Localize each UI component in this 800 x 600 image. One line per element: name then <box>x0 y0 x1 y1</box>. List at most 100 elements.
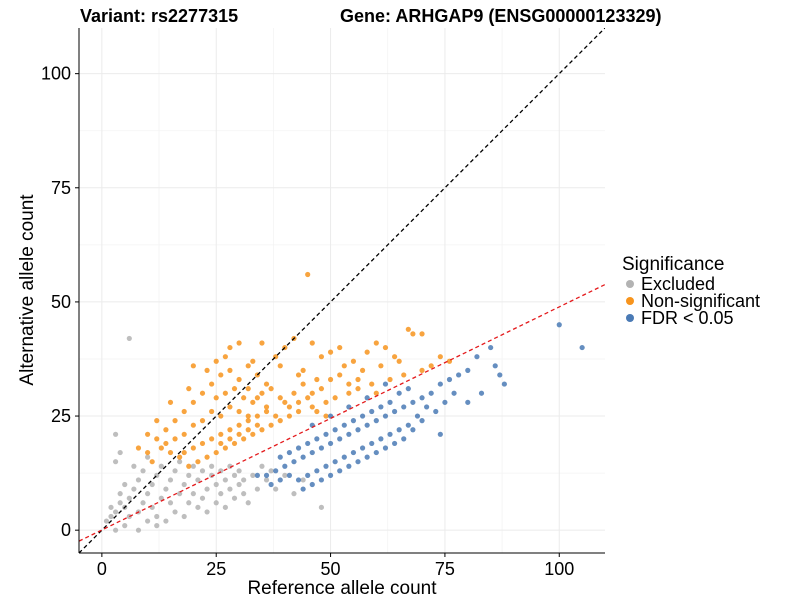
data-point <box>419 367 425 373</box>
data-point <box>323 413 329 419</box>
data-point <box>213 481 219 488</box>
data-point <box>300 367 306 373</box>
data-point <box>286 413 292 419</box>
data-point <box>300 381 306 387</box>
x-axis-title: Reference allele count <box>247 578 437 599</box>
data-point <box>112 459 119 465</box>
data-point <box>167 500 174 506</box>
data-point <box>222 504 228 510</box>
data-point <box>405 422 411 428</box>
data-point <box>135 445 142 451</box>
legend-label: FDR < 0.05 <box>641 308 734 328</box>
data-point <box>291 459 297 465</box>
data-point <box>122 481 128 488</box>
data-point <box>177 491 183 497</box>
data-point <box>291 491 297 497</box>
data-point <box>186 472 192 478</box>
data-point <box>364 395 370 401</box>
data-point <box>373 340 379 346</box>
data-point <box>245 500 251 506</box>
data-point <box>396 390 402 396</box>
x-tick-label: 0 <box>97 559 107 579</box>
data-point <box>236 422 242 428</box>
data-point <box>241 491 247 497</box>
axes: 0 25 50 75 100 0 25 50 75 100 <box>41 28 605 579</box>
data-point <box>314 376 320 383</box>
data-point <box>204 509 210 515</box>
data-point <box>112 509 119 515</box>
data-point <box>410 427 416 433</box>
data-point <box>236 376 242 383</box>
data-point <box>456 372 462 378</box>
data-point <box>364 422 370 428</box>
data-point <box>222 477 228 483</box>
data-point <box>355 386 361 392</box>
data-point <box>414 413 421 419</box>
data-point <box>250 399 256 405</box>
data-point <box>163 518 169 524</box>
data-point <box>350 358 357 364</box>
legend-label: Excluded <box>641 274 715 294</box>
data-point <box>236 408 242 415</box>
data-point <box>103 518 110 524</box>
data-point <box>327 376 334 383</box>
title-variant: Variant: rs2277315 <box>80 6 238 26</box>
data-point <box>268 386 274 392</box>
data-point <box>387 431 393 437</box>
data-point <box>145 491 151 497</box>
data-point <box>314 468 320 474</box>
data-point <box>227 427 233 433</box>
data-point <box>332 395 338 401</box>
data-point <box>277 418 283 424</box>
data-point <box>259 427 265 433</box>
data-point <box>177 459 183 465</box>
legend-label: Non-significant <box>641 291 760 311</box>
data-point <box>199 468 206 474</box>
data-point <box>355 459 361 465</box>
data-point <box>254 472 260 478</box>
data-point <box>392 354 398 360</box>
data-point <box>277 477 283 483</box>
data-point <box>154 418 160 424</box>
data-point <box>295 445 302 451</box>
data-point <box>245 413 251 419</box>
data-point <box>227 404 233 410</box>
data-point <box>273 413 279 419</box>
data-point <box>314 436 320 442</box>
data-point <box>488 344 494 351</box>
y-tick-label: 50 <box>51 292 71 312</box>
data-point <box>309 390 315 396</box>
data-point <box>131 486 137 492</box>
data-point <box>140 500 146 506</box>
data-point <box>295 477 302 483</box>
data-point <box>428 390 434 396</box>
data-point <box>199 390 206 396</box>
data-point <box>236 340 242 346</box>
data-point <box>305 271 311 278</box>
data-point <box>346 381 352 387</box>
y-tick-label: 75 <box>51 178 71 198</box>
data-point <box>181 449 187 456</box>
series-fdr-0-05 <box>254 322 585 492</box>
y-tick-label: 0 <box>61 520 71 540</box>
data-point <box>277 363 283 369</box>
data-point <box>254 422 260 428</box>
data-point <box>378 363 384 369</box>
data-point <box>158 463 164 469</box>
data-point <box>154 436 160 442</box>
series-excluded <box>103 335 325 533</box>
title-gene: Gene: ARHGAP9 (ENSG00000123329) <box>340 6 661 26</box>
data-point <box>222 445 228 451</box>
data-point <box>405 326 411 332</box>
data-point <box>451 390 457 396</box>
data-point <box>163 440 169 447</box>
data-point <box>254 486 260 492</box>
data-point <box>327 440 334 447</box>
data-point <box>382 445 389 451</box>
data-point <box>108 513 114 520</box>
data-point <box>295 408 302 415</box>
data-point <box>145 431 151 437</box>
data-point <box>282 463 288 469</box>
data-point <box>158 495 164 501</box>
data-point <box>149 459 155 465</box>
